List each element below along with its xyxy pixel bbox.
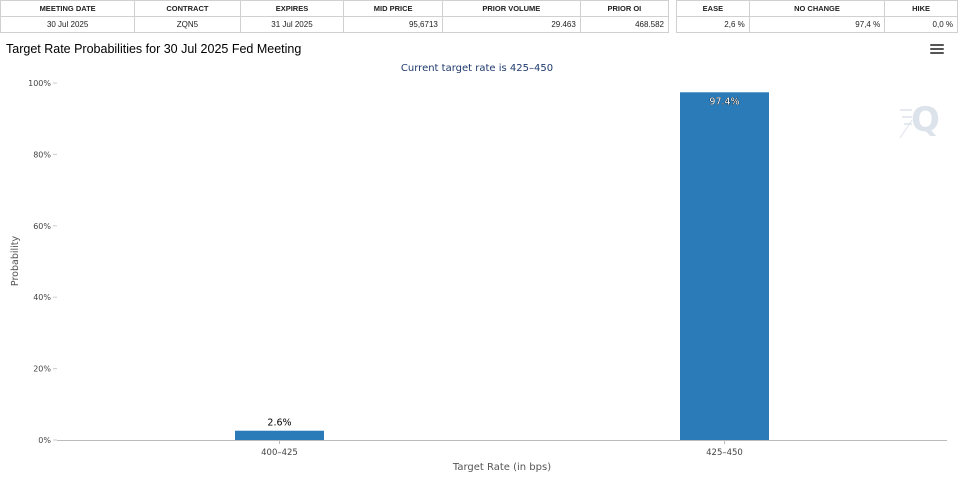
chart-title: Target Rate Probabilities for 30 Jul 202… (6, 42, 302, 56)
y-axis: 0% 20% 40% 60% 80% 100% (28, 79, 57, 445)
table-row: 2,6 % 97,4 % 0,0 % (676, 16, 958, 33)
x-axis-label: Target Rate (in bps) (452, 462, 551, 473)
cell-expires: 31 Jul 2025 (239, 16, 345, 33)
hamburger-menu-icon[interactable] (930, 44, 944, 56)
y-tick-label: 80% (33, 150, 51, 159)
bar-data-label: 2.6% (267, 418, 291, 429)
bar[interactable] (235, 430, 324, 440)
cell-prior-volume: 29.463 (441, 16, 581, 33)
x-axis: 400–425 425–450 (57, 440, 947, 458)
table-header-row: EASE NO CHANGE HIKE (676, 0, 958, 17)
header-no-change: NO CHANGE (748, 0, 886, 17)
header-ease: EASE (676, 0, 750, 17)
y-tick-label: 40% (33, 293, 51, 302)
bar-data-label: 97.4% (709, 96, 739, 107)
q-logo-watermark-icon: Q (899, 100, 940, 140)
cell-contract: ZQN5 (134, 16, 241, 33)
header-prior-volume: PRIOR VOLUME (441, 0, 581, 17)
svg-text:Q: Q (911, 100, 940, 140)
bar-series: 2.6% 97.4% (235, 92, 769, 441)
y-axis-label: Probability (10, 236, 21, 287)
x-tick-label: 400–425 (261, 448, 298, 458)
header-hike: HIKE (884, 0, 958, 17)
probability-summary-table: EASE NO CHANGE HIKE 2,6 % 97,4 % 0,0 % (676, 0, 958, 33)
x-tick-label: 425–450 (706, 448, 743, 458)
cell-no-change: 97,4 % (748, 16, 886, 33)
chart-subtitle: Current target rate is 425–450 (401, 63, 553, 74)
y-tick-label: 20% (33, 365, 51, 374)
header-meeting-date: MEETING DATE (0, 0, 136, 17)
contract-info-table: MEETING DATE CONTRACT EXPIRES MID PRICE … (0, 0, 670, 33)
cell-mid-price: 95,6713 (343, 16, 443, 33)
cell-hike: 0,0 % (884, 16, 958, 33)
cell-meeting-date: 30 Jul 2025 (0, 16, 136, 33)
header-mid-price: MID PRICE (343, 0, 443, 17)
cell-prior-oi: 468.582 (579, 16, 670, 33)
y-tick-label: 0% (38, 436, 51, 445)
header-expires: EXPIRES (239, 0, 345, 17)
y-tick-label: 100% (28, 79, 51, 88)
bar[interactable] (680, 92, 769, 441)
cell-ease: 2,6 % (676, 16, 750, 33)
header-contract: CONTRACT (134, 0, 241, 17)
table-row: 30 Jul 2025 ZQN5 31 Jul 2025 95,6713 29.… (0, 16, 670, 33)
table-header-row: MEETING DATE CONTRACT EXPIRES MID PRICE … (0, 0, 670, 17)
y-tick-label: 60% (33, 222, 51, 231)
header-prior-oi: PRIOR OI (579, 0, 670, 17)
